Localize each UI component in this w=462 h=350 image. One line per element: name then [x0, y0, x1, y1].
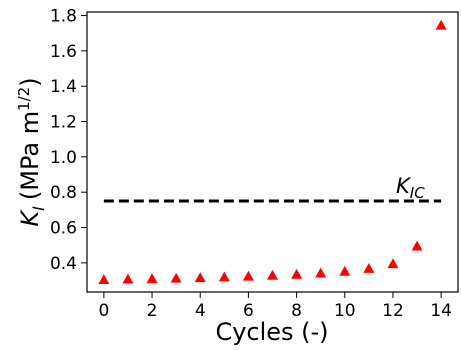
y-tick-label: 0.6	[50, 219, 77, 239]
y-tick-label: 1.2	[50, 113, 77, 133]
data-point-marker	[242, 270, 254, 281]
x-tick-label: 14	[430, 301, 452, 321]
data-points-layer	[98, 19, 447, 285]
x-tick-label: 6	[243, 301, 254, 321]
data-point-marker	[339, 265, 351, 276]
x-tick-label: 4	[195, 301, 206, 321]
ticks-layer: 0 2 4 6 8 10 12 14 0.4 0.6 0.8 1.0 1.2 1.4 1.6 1.8	[50, 7, 452, 321]
y-axis-subscript: I	[29, 206, 48, 211]
y-tick-label: 0.8	[50, 183, 77, 203]
x-tick-label: 8	[291, 301, 302, 321]
data-point-marker	[170, 272, 182, 283]
data-point-marker	[146, 273, 158, 284]
data-point-marker	[363, 263, 375, 273]
reference-label-subscript: IC	[410, 184, 425, 202]
y-tick-label: 1.0	[50, 148, 77, 168]
x-tick-label: 12	[382, 301, 404, 321]
y-axis-unit-exponent: 1/2	[15, 87, 33, 111]
y-tick-label: 1.4	[50, 77, 77, 97]
data-point-marker	[435, 19, 447, 30]
y-axis-symbol: K	[16, 209, 44, 227]
data-point-marker	[218, 271, 230, 282]
y-tick-label: 0.4	[50, 254, 77, 274]
x-axis-title: Cycles (-)	[215, 318, 328, 346]
reference-label-symbol: K	[396, 174, 412, 198]
x-tick-label: 0	[98, 301, 109, 321]
reference-line-label: KIC	[396, 174, 425, 202]
data-point-marker	[315, 267, 327, 278]
y-tick-label: 1.6	[50, 42, 77, 62]
x-tick-label: 2	[147, 301, 158, 321]
plot-frame	[86, 11, 459, 293]
y-axis-unit-prefix: (MPa m	[16, 111, 44, 200]
data-point-marker	[387, 258, 399, 269]
data-point-marker	[291, 268, 303, 279]
data-point-marker	[122, 273, 134, 284]
data-point-marker	[411, 240, 423, 251]
data-point-marker	[98, 274, 110, 285]
data-point-marker	[194, 272, 206, 283]
data-point-marker	[267, 269, 278, 280]
y-axis-unit-suffix: )	[16, 77, 44, 86]
y-tick-label: 1.8	[50, 7, 77, 27]
y-axis-title: KI (MPa m1/2)	[15, 77, 48, 226]
x-tick-label: 10	[334, 301, 356, 321]
